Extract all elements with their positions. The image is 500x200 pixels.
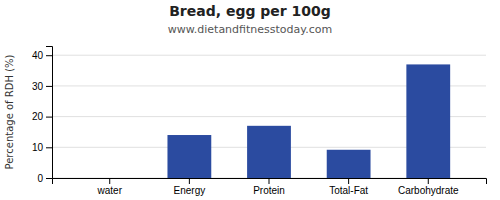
bar bbox=[88, 178, 132, 179]
y-tick: 10 bbox=[32, 142, 52, 153]
x-tick-label: Energy bbox=[174, 185, 206, 196]
y-tick-label: 10 bbox=[32, 142, 44, 153]
bar bbox=[247, 126, 291, 178]
y-axis: 0 10 20 30 40 bbox=[32, 47, 53, 184]
y-tick-label: 0 bbox=[37, 173, 43, 184]
x-tick-mark bbox=[109, 178, 110, 184]
x-tick-label: Carbohydrate bbox=[398, 185, 459, 196]
y-tick-label: 40 bbox=[32, 50, 44, 61]
x-tick-mark bbox=[189, 178, 190, 184]
x-axis: water Energy Protein Total-Fat Carbohydrate bbox=[53, 178, 487, 196]
bar bbox=[406, 64, 450, 178]
plot-area: 0 10 20 30 40 water Energy Protein Total-Fat Carb… bbox=[32, 47, 487, 197]
x-tick-label: water bbox=[97, 185, 123, 196]
x-tick: Total-Fat bbox=[329, 178, 368, 196]
x-tick-mark bbox=[428, 178, 429, 184]
bars bbox=[167, 64, 450, 178]
grid bbox=[52, 55, 486, 178]
title: Bread, egg per 100g bbox=[169, 3, 331, 19]
x-tick: Protein bbox=[253, 178, 285, 196]
y-tick-mark bbox=[46, 55, 52, 56]
y-tick-mark bbox=[46, 178, 52, 179]
y-tick-mark bbox=[46, 117, 52, 118]
chart-svg: Bread, egg per 100g www.dietandfitnesstod… bbox=[0, 0, 500, 200]
bar bbox=[327, 150, 371, 178]
y-tick: 30 bbox=[32, 81, 52, 92]
y-tick-label: 30 bbox=[32, 81, 44, 92]
y-axis-title: Percentage of RDH (%) bbox=[4, 54, 15, 169]
x-tick-label: Protein bbox=[253, 185, 285, 196]
x-tick: Carbohydrate bbox=[398, 178, 459, 196]
y-tick-mark bbox=[46, 86, 52, 87]
x-axis-line bbox=[53, 179, 487, 185]
x-tick-mark bbox=[269, 178, 270, 184]
x-tick: water bbox=[97, 178, 123, 196]
y-tick: 20 bbox=[32, 111, 52, 122]
y-axis-line bbox=[46, 47, 53, 179]
bar bbox=[167, 135, 211, 178]
x-tick: Energy bbox=[174, 178, 206, 196]
y-tick-label: 20 bbox=[32, 111, 44, 122]
subtitle: www.dietandfitnesstoday.com bbox=[168, 23, 332, 36]
y-tick-mark bbox=[46, 147, 52, 148]
x-tick-label: Total-Fat bbox=[329, 185, 368, 196]
y-tick: 40 bbox=[32, 50, 52, 61]
y-tick: 0 bbox=[37, 173, 52, 184]
grid-line bbox=[52, 55, 486, 56]
chart-container: Bread, egg per 100g www.dietandfitnesstod… bbox=[0, 0, 500, 200]
x-tick-mark bbox=[348, 178, 349, 184]
